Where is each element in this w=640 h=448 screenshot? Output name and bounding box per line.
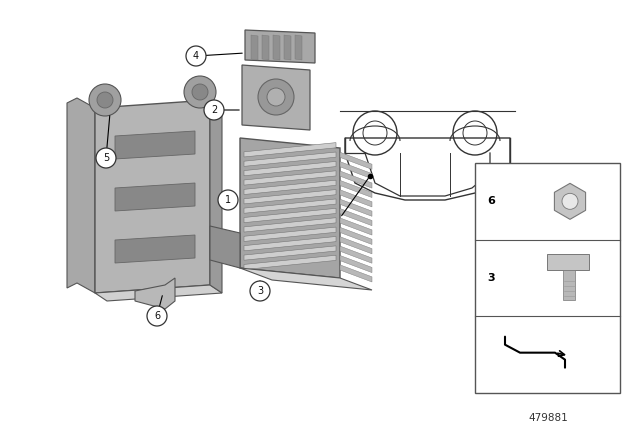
Circle shape <box>147 306 167 326</box>
Polygon shape <box>242 65 310 130</box>
Circle shape <box>97 92 113 108</box>
Polygon shape <box>340 181 372 198</box>
Polygon shape <box>244 246 336 260</box>
Text: 6: 6 <box>154 311 160 321</box>
Polygon shape <box>340 162 372 179</box>
Polygon shape <box>340 190 372 207</box>
Circle shape <box>258 79 294 115</box>
Polygon shape <box>340 255 372 273</box>
Polygon shape <box>115 235 195 263</box>
Circle shape <box>562 194 578 209</box>
Text: 3: 3 <box>487 273 495 283</box>
Circle shape <box>192 84 208 100</box>
Polygon shape <box>262 35 269 60</box>
Text: 3: 3 <box>257 286 263 296</box>
FancyBboxPatch shape <box>563 270 575 300</box>
Polygon shape <box>340 265 372 282</box>
Polygon shape <box>240 268 372 290</box>
Polygon shape <box>273 35 280 60</box>
Circle shape <box>267 88 285 106</box>
Circle shape <box>250 281 270 301</box>
Polygon shape <box>244 218 336 232</box>
Polygon shape <box>115 183 195 211</box>
FancyBboxPatch shape <box>547 254 589 270</box>
Polygon shape <box>340 199 372 216</box>
Polygon shape <box>340 237 372 254</box>
Polygon shape <box>340 208 372 226</box>
Polygon shape <box>115 131 195 159</box>
Text: 6: 6 <box>487 196 495 207</box>
Text: 4: 4 <box>193 51 199 61</box>
Polygon shape <box>244 237 336 251</box>
Polygon shape <box>244 227 336 241</box>
Polygon shape <box>340 152 372 169</box>
Polygon shape <box>340 227 372 245</box>
Polygon shape <box>244 171 336 185</box>
Text: 479881: 479881 <box>528 413 568 423</box>
Polygon shape <box>210 100 222 293</box>
Circle shape <box>89 84 121 116</box>
Polygon shape <box>240 138 340 278</box>
Polygon shape <box>295 35 302 60</box>
Polygon shape <box>244 161 336 176</box>
Polygon shape <box>244 152 336 166</box>
Polygon shape <box>95 100 210 293</box>
Polygon shape <box>244 208 336 223</box>
Polygon shape <box>244 255 336 270</box>
Polygon shape <box>245 30 315 63</box>
Polygon shape <box>210 226 240 268</box>
Text: 1: 1 <box>225 195 231 205</box>
Circle shape <box>96 148 116 168</box>
Polygon shape <box>95 285 222 301</box>
Polygon shape <box>135 278 175 309</box>
Text: 2: 2 <box>211 105 217 115</box>
Polygon shape <box>284 35 291 60</box>
Circle shape <box>204 100 224 120</box>
Circle shape <box>184 76 216 108</box>
FancyBboxPatch shape <box>475 163 620 393</box>
Polygon shape <box>67 98 95 293</box>
Polygon shape <box>340 246 372 263</box>
Circle shape <box>186 46 206 66</box>
Polygon shape <box>251 35 258 60</box>
Polygon shape <box>244 190 336 204</box>
Text: 5: 5 <box>103 153 109 163</box>
Circle shape <box>218 190 238 210</box>
Polygon shape <box>340 171 372 188</box>
Polygon shape <box>340 218 372 235</box>
Polygon shape <box>244 199 336 213</box>
Polygon shape <box>244 180 336 194</box>
Polygon shape <box>244 142 336 157</box>
